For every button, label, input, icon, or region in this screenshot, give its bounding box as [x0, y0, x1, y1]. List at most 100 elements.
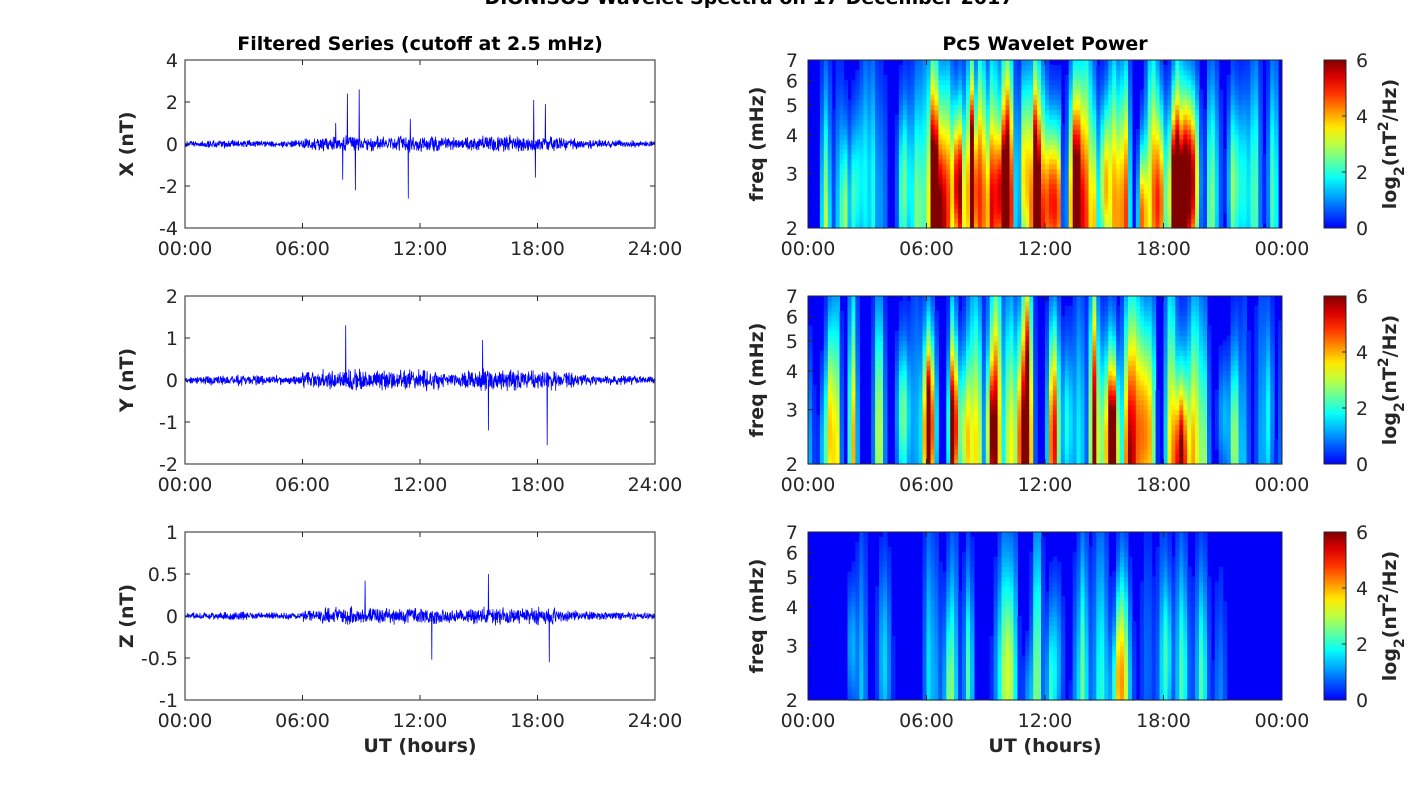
- heatmap-cell: [1088, 144, 1093, 150]
- heatmap-cell: [906, 429, 912, 435]
- heatmap-cell: [1254, 424, 1259, 430]
- heatmap-cell: [1226, 434, 1232, 440]
- heatmap-cell: [1179, 178, 1184, 185]
- heatmap-cell: [1199, 94, 1204, 101]
- heatmap-cell: [910, 213, 916, 219]
- heatmap-cell: [922, 124, 927, 130]
- heatmap-cell: [1116, 109, 1121, 115]
- heatmap-cell: [1092, 223, 1097, 229]
- heatmap-cell: [1187, 89, 1192, 96]
- heatmap-cell: [843, 148, 848, 155]
- heatmap-cell: [1258, 89, 1263, 96]
- heatmap-cell: [1124, 163, 1129, 170]
- heatmap-cell: [1199, 139, 1204, 145]
- heatmap-cell: [1045, 454, 1050, 460]
- heatmap-cell: [843, 124, 848, 130]
- heatmap-cell: [946, 183, 951, 189]
- heatmap-cell: [1139, 223, 1145, 229]
- heatmap-cell: [1159, 124, 1164, 130]
- heatmap-cell: [1195, 148, 1200, 155]
- heatmap-cell: [1064, 178, 1070, 185]
- heatmap-cell: [930, 119, 935, 125]
- heatmap-cell: [1013, 168, 1018, 175]
- heatmap-cell: [839, 459, 845, 465]
- heatmap-cell: [962, 444, 967, 450]
- heatmap-cell: [1270, 69, 1275, 76]
- heatmap-cell: [1100, 124, 1105, 130]
- heatmap-cell: [993, 439, 999, 445]
- heatmap-cell: [1013, 203, 1018, 209]
- heatmap-cell: [894, 129, 900, 135]
- heatmap-cell: [1017, 223, 1022, 229]
- heatmap-cell: [1124, 60, 1129, 66]
- heatmap-cell: [1151, 409, 1157, 416]
- heatmap-cell: [859, 139, 864, 145]
- heatmap-cell: [843, 144, 848, 150]
- heatmap-cell: [1159, 129, 1164, 135]
- heatmap-cell: [1262, 178, 1267, 185]
- heatmap-cell: [808, 444, 813, 450]
- heatmap-cell: [1207, 99, 1212, 105]
- heatmap-cell: [1060, 153, 1066, 160]
- heatmap-cell: [1037, 129, 1042, 135]
- heatmap-cell: [843, 203, 848, 209]
- heatmap-cell: [1266, 223, 1271, 229]
- heatmap-cell: [954, 153, 959, 160]
- heatmap-cell: [1041, 69, 1046, 76]
- heatmap-cell: [1124, 173, 1129, 180]
- heatmap-cell: [1238, 163, 1243, 170]
- heatmap-cell: [1191, 173, 1196, 180]
- heatmap-cell: [831, 119, 837, 125]
- heatmap-cell: [894, 158, 900, 165]
- heatmap-cell: [875, 109, 880, 115]
- heatmap-cell: [1056, 139, 1062, 145]
- heatmap-cell: [1049, 153, 1054, 160]
- heatmap-cell: [1254, 414, 1259, 421]
- heatmap-cell: [1171, 109, 1176, 115]
- heatmap-cell: [938, 223, 943, 229]
- heatmap-cell: [922, 109, 927, 115]
- heatmap-cell: [1167, 183, 1172, 189]
- heatmap-cell: [922, 409, 927, 416]
- heatmap-cell: [1009, 89, 1014, 96]
- heatmap-cell: [1037, 124, 1042, 130]
- heatmap-cell: [1195, 424, 1200, 430]
- heatmap-cell: [819, 119, 825, 125]
- heatmap-cell: [934, 429, 939, 435]
- heatmap-cell: [1139, 168, 1145, 175]
- heatmap-cell: [1025, 114, 1030, 120]
- heatmap-cell: [1242, 218, 1247, 224]
- heatmap-cell: [1005, 459, 1010, 465]
- heatmap-cell: [1242, 163, 1247, 170]
- heatmap-cell: [1139, 409, 1145, 416]
- heatmap-cell: [1226, 109, 1232, 115]
- heatmap-cell: [875, 124, 880, 130]
- heatmap-cell: [1262, 454, 1267, 460]
- heatmap-cell: [1207, 134, 1212, 140]
- heatmap-cell: [1049, 459, 1054, 465]
- heatmap-cell: [1037, 139, 1042, 145]
- heatmap-cell: [966, 129, 971, 135]
- heatmap-cell: [1124, 119, 1129, 125]
- heatmap-cell: [954, 454, 959, 460]
- heatmap-cell: [1143, 69, 1149, 76]
- heatmap-cell: [1100, 69, 1105, 76]
- heatmap-cell: [1017, 439, 1022, 445]
- heatmap-cell: [1163, 64, 1168, 71]
- heatmap-cell: [831, 193, 837, 199]
- heatmap-cell: [1076, 193, 1082, 199]
- heatmap-cell: [1021, 454, 1026, 460]
- heatmap-cell: [1096, 79, 1101, 86]
- heatmap-cell: [906, 434, 912, 440]
- heatmap-cell: [1183, 183, 1188, 189]
- heatmap-cell: [898, 419, 904, 425]
- heatmap-cell: [946, 414, 951, 421]
- heatmap-cell: [839, 178, 845, 185]
- heatmap-cell: [819, 419, 825, 425]
- heatmap-cell: [1242, 124, 1247, 130]
- heatmap-cell: [1183, 104, 1188, 110]
- heatmap-cell: [934, 203, 939, 209]
- heatmap-cell: [1017, 129, 1022, 135]
- heatmap-cell: [1226, 163, 1232, 170]
- heatmap-cell: [1139, 419, 1145, 425]
